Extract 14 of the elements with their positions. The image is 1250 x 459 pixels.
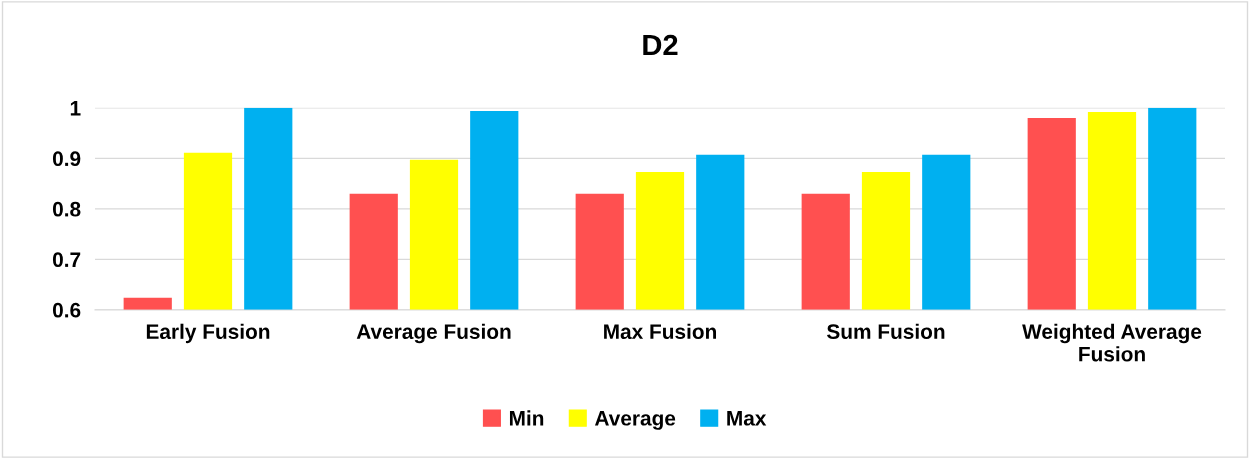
chart-title: D2 bbox=[643, 34, 678, 56]
x-tick-label: Early Fusion bbox=[146, 323, 270, 344]
legend-label: Min bbox=[509, 410, 544, 426]
legend-label: Max bbox=[727, 411, 767, 426]
x-tick-label: Sum Fusion bbox=[827, 323, 945, 340]
x-tick-label: Average Fusion bbox=[356, 323, 511, 344]
y-tick-label: 0.8 bbox=[52, 201, 81, 217]
y-tick-label: 0.9 bbox=[52, 151, 81, 167]
y-tick-label: 1 bbox=[70, 101, 81, 116]
legend-label: Average bbox=[594, 411, 676, 430]
y-tick-label: 0.6 bbox=[52, 302, 81, 318]
y-tick-label: 0.7 bbox=[52, 252, 81, 268]
x-tick-label: Max Fusion bbox=[604, 323, 717, 340]
x-tick-label: Weighted Average Fusion bbox=[1022, 323, 1202, 362]
